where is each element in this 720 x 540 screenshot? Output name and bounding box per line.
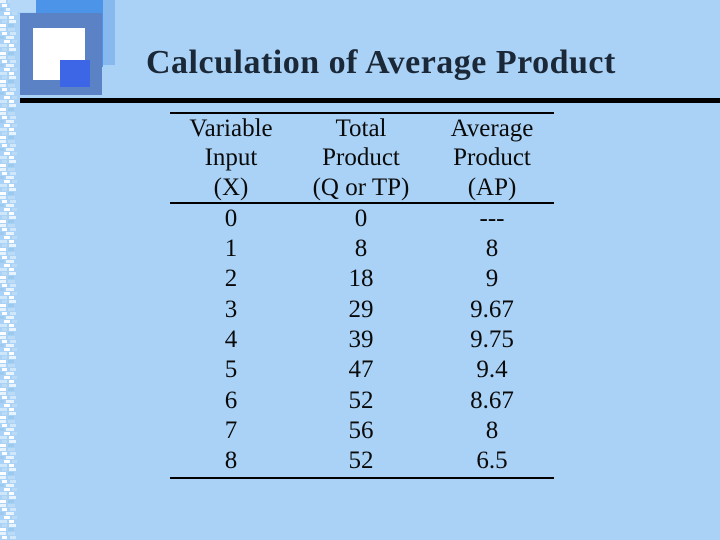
cell-tp: 39 [348, 326, 374, 354]
cell-tp: 52 [348, 447, 374, 475]
cell-ap: 8 [485, 235, 499, 263]
cell-x: 8 [224, 447, 238, 475]
cell-ap: --- [479, 204, 505, 232]
cell-x: 7 [224, 416, 238, 444]
cell-x: 2 [224, 265, 238, 293]
average-product-table: Variable Input (X) Total Product (Q or T… [170, 112, 554, 479]
cell-ap: 8 [485, 416, 499, 444]
logo-royal-blue-square [60, 60, 90, 87]
cell-x: 5 [224, 356, 238, 384]
table-top-rule [170, 112, 554, 114]
cell-x: 6 [224, 386, 238, 414]
cell-ap: 9.4 [476, 356, 508, 384]
cell-x: 4 [224, 326, 238, 354]
table-header-row: Variable Input (X) Total Product (Q or T… [170, 114, 554, 202]
column-header-variable-input: Variable Input (X) [189, 115, 273, 201]
cell-tp: 0 [354, 204, 368, 232]
cell-ap: 9 [485, 265, 499, 293]
cell-ap: 6.5 [476, 447, 508, 475]
cell-x: 3 [224, 295, 238, 323]
cell-tp: 47 [348, 356, 374, 384]
cell-ap: 9.67 [470, 295, 514, 323]
logo-light-square [10, 0, 38, 12]
cell-tp: 18 [348, 265, 374, 293]
title-underline [20, 98, 720, 103]
cell-ap: 9.75 [470, 326, 514, 354]
table-bottom-rule [170, 476, 554, 479]
cell-x: 1 [224, 235, 238, 263]
cell-ap: 8.67 [470, 386, 514, 414]
left-texture-strip [0, 0, 20, 540]
table-header-rule [170, 201, 554, 204]
cell-x: 0 [224, 204, 238, 232]
cell-tp: 29 [348, 295, 374, 323]
cell-tp: 56 [348, 416, 374, 444]
table-body: 0 0 --- 1 8 8 2 18 9 3 29 9.67 4 39 9.75… [170, 204, 554, 477]
column-header-average-product: Average Product (AP) [450, 115, 534, 201]
slide-title: Calculation of Average Product [146, 44, 616, 81]
cell-tp: 8 [354, 235, 368, 263]
cell-tp: 52 [348, 386, 374, 414]
column-header-total-product: Total Product (Q or TP) [312, 115, 410, 201]
